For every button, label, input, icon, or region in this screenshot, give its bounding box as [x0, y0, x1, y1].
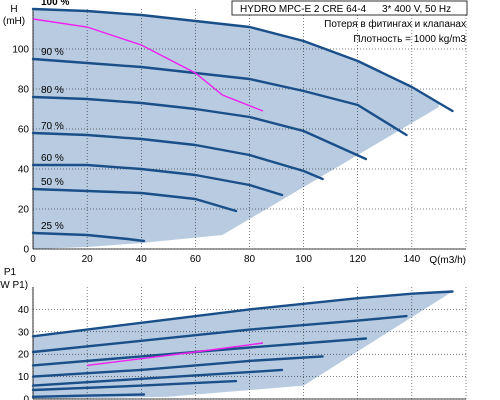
head-curve-80 [31, 95, 368, 161]
power-curve-90 [31, 314, 408, 354]
power-curve-100 [31, 290, 454, 338]
head-curve-60 [31, 163, 284, 197]
head-x-tick-label: 100 [295, 254, 312, 265]
head-y-tick-label: 40 [18, 165, 30, 176]
head-y-tick-label: 60 [18, 125, 30, 136]
power-curve-60 [31, 368, 284, 387]
curve-label-25: 25 % [41, 221, 64, 232]
head-curve-labels: 100 % 90 % 80 % 70 % 60 % 50 % 25 % [41, 0, 69, 232]
head-system-curve [32, 18, 264, 112]
power-y-tick-label: 0 [23, 395, 29, 400]
flow-axis-label: Q(m3/h) [429, 255, 466, 266]
head-y-tick-label: 20 [18, 205, 30, 216]
power-y-tick-label: 20 [18, 350, 30, 361]
chart-title: HYDRO MPC-E 2 CRE 64-4 [240, 4, 367, 15]
head-curve-90 [31, 57, 408, 137]
curve-label-100: 100 % [41, 0, 69, 8]
power-system-curve [87, 342, 264, 367]
power-curve-50 [31, 379, 238, 392]
power-curve-25 [31, 393, 146, 398]
head-curves [31, 7, 454, 243]
head-x-tick-label: 120 [349, 254, 366, 265]
curve-label-70: 70 % [41, 121, 64, 132]
head-tick-labels: 0 20 40 60 80 100 0 20 40 60 80 100 120 140 [12, 45, 420, 266]
curve-label-90: 90 % [41, 47, 64, 58]
head-grid [32, 9, 467, 250]
density-note: Плотность = 1000 kg/m3 [353, 34, 466, 45]
curve-label-60: 60 % [41, 153, 64, 164]
head-curve-100 [31, 7, 454, 113]
head-x-tick-label: 60 [190, 254, 202, 265]
header-box [231, 0, 468, 16]
head-axis-label: H [10, 4, 17, 15]
power-tick-labels: 0 10 20 30 40 [18, 305, 30, 400]
head-x-tick-label: 0 [30, 254, 36, 265]
fittings-note: Потеря в фитингах и клапанах [324, 18, 466, 30]
head-axis-unit: (mH) [3, 16, 25, 27]
head-curve-70 [31, 131, 324, 181]
power-y-tick-label: 30 [18, 327, 30, 338]
head-x-tick-label: 80 [244, 254, 256, 265]
power-axis-unit: (kW P1) [0, 280, 28, 291]
power-axis-label: P1 [4, 267, 17, 278]
curve-label-50: 50 % [41, 177, 64, 188]
head-y-tick-label: 100 [12, 45, 29, 56]
head-operating-area [33, 9, 439, 249]
head-x-tick-label: 40 [136, 254, 148, 265]
power-curve-70 [31, 355, 324, 378]
head-y-tick-label: 80 [18, 85, 30, 96]
head-y-tick-label: 0 [23, 245, 29, 256]
power-y-tick-label: 10 [18, 372, 30, 383]
power-curves [31, 290, 454, 398]
head-envelope-area [33, 9, 439, 249]
power-y-tick-label: 40 [18, 305, 30, 316]
head-curve-25 [31, 231, 146, 243]
head-x-tick-label: 20 [82, 254, 94, 265]
supply-spec: 3* 400 V, 50 Hz [382, 4, 451, 15]
head-curve-50 [31, 187, 238, 213]
head-x-tick-label: 140 [404, 254, 421, 265]
curve-label-80: 80 % [41, 85, 64, 96]
